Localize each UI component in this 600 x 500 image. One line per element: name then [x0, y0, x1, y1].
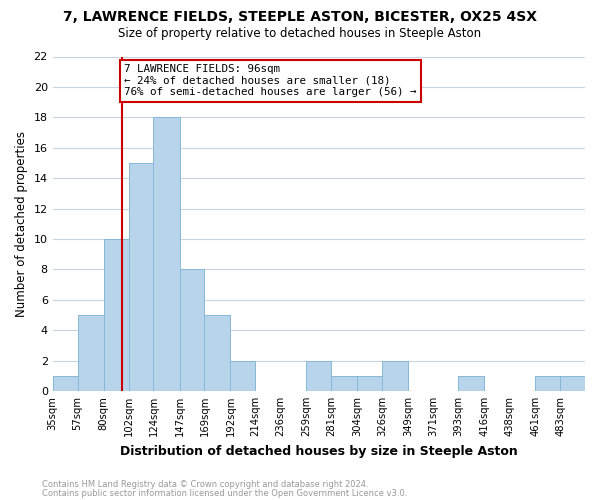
Bar [458, 376, 484, 391]
Text: Contains public sector information licensed under the Open Government Licence v3: Contains public sector information licen… [42, 488, 407, 498]
Bar [382, 360, 409, 391]
Y-axis label: Number of detached properties: Number of detached properties [15, 130, 28, 316]
Bar [104, 239, 128, 391]
Bar [307, 360, 331, 391]
Text: Contains HM Land Registry data © Crown copyright and database right 2024.: Contains HM Land Registry data © Crown c… [42, 480, 368, 489]
Bar [53, 376, 77, 391]
Text: 7, LAWRENCE FIELDS, STEEPLE ASTON, BICESTER, OX25 4SX: 7, LAWRENCE FIELDS, STEEPLE ASTON, BICES… [63, 10, 537, 24]
Bar [179, 270, 205, 391]
Bar [128, 163, 154, 391]
Bar [205, 315, 230, 391]
Text: 7 LAWRENCE FIELDS: 96sqm
← 24% of detached houses are smaller (18)
76% of semi-d: 7 LAWRENCE FIELDS: 96sqm ← 24% of detach… [124, 64, 416, 98]
Bar [230, 360, 256, 391]
Bar [535, 376, 560, 391]
Bar [331, 376, 358, 391]
X-axis label: Distribution of detached houses by size in Steeple Aston: Distribution of detached houses by size … [120, 444, 518, 458]
Bar [358, 376, 382, 391]
Text: Size of property relative to detached houses in Steeple Aston: Size of property relative to detached ho… [118, 28, 482, 40]
Bar [77, 315, 104, 391]
Bar [154, 118, 179, 391]
Bar [560, 376, 585, 391]
